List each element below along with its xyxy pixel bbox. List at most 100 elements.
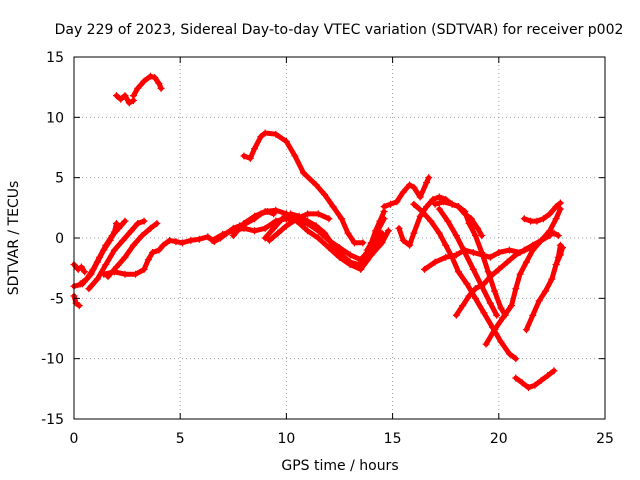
data-point	[363, 256, 371, 264]
data-point	[304, 227, 312, 235]
data-point	[125, 99, 133, 107]
data-point	[251, 145, 259, 153]
series-arc-r	[410, 200, 520, 363]
series-line	[77, 218, 128, 287]
data-point	[146, 224, 154, 232]
data-point	[75, 302, 83, 310]
series-line	[436, 206, 500, 318]
y-tick-label: 15	[46, 50, 64, 66]
series-arc-y	[520, 199, 564, 225]
data-point	[338, 251, 346, 259]
data-point	[251, 227, 259, 235]
data-point	[522, 258, 530, 266]
data-point	[117, 95, 125, 103]
data-point	[314, 210, 322, 218]
data-point	[431, 258, 439, 266]
data-point	[151, 74, 159, 82]
data-point	[491, 287, 499, 295]
series-line	[71, 262, 88, 275]
data-point	[393, 198, 401, 206]
data-point	[499, 314, 507, 322]
series-arc-n	[240, 129, 367, 247]
data-point	[525, 384, 533, 392]
data-point	[325, 215, 333, 223]
data-point	[418, 207, 426, 215]
data-point	[110, 246, 118, 254]
series-line	[241, 130, 366, 246]
data-point	[95, 253, 103, 261]
data-point	[140, 77, 148, 85]
data-point	[512, 355, 520, 363]
data-point	[399, 236, 407, 244]
data-point	[102, 261, 110, 269]
data-point	[512, 285, 520, 293]
data-point	[346, 258, 354, 266]
data-point	[134, 220, 142, 228]
data-point	[240, 220, 248, 228]
x-tick-label: 15	[384, 431, 402, 447]
data-point	[270, 224, 278, 232]
data-point	[115, 224, 123, 232]
data-point	[429, 195, 437, 203]
data-point	[251, 212, 259, 220]
series-arc-aa	[512, 367, 558, 392]
data-point	[83, 275, 91, 283]
data-point	[153, 220, 161, 228]
data-point	[425, 174, 433, 182]
data-point	[314, 234, 322, 242]
series-arc-h	[112, 92, 137, 107]
data-point	[416, 212, 424, 220]
data-point	[240, 152, 248, 160]
data-point	[537, 376, 545, 384]
data-point	[435, 193, 443, 201]
data-point	[350, 239, 358, 247]
data-point	[378, 229, 386, 237]
data-point	[480, 280, 488, 288]
series-arc-p	[380, 174, 433, 211]
data-point	[505, 246, 513, 254]
data-point	[325, 244, 333, 252]
data-point	[138, 232, 146, 240]
data-point	[121, 253, 129, 261]
data-point	[376, 217, 384, 225]
data-point	[112, 220, 120, 228]
data-point	[556, 205, 564, 213]
series-arc-l	[261, 210, 386, 269]
data-point	[478, 232, 486, 240]
data-point	[491, 326, 499, 334]
data-point	[444, 217, 452, 225]
data-point	[102, 241, 110, 249]
data-point	[121, 270, 129, 278]
data-point	[384, 227, 392, 235]
data-point	[469, 248, 477, 256]
data-point	[272, 130, 280, 138]
data-point	[508, 302, 516, 310]
data-point	[550, 229, 558, 237]
data-point	[454, 268, 462, 276]
data-point	[344, 229, 352, 237]
data-point	[406, 181, 414, 189]
data-point	[346, 251, 354, 259]
data-point	[166, 236, 174, 244]
data-point	[522, 326, 530, 334]
data-point	[261, 224, 269, 232]
series-arc-e	[85, 217, 148, 293]
data-point	[159, 241, 167, 249]
data-point	[129, 92, 137, 100]
data-point	[516, 270, 524, 278]
data-point	[272, 206, 280, 214]
x-tick-label: 25	[596, 431, 614, 447]
data-point	[478, 248, 486, 256]
data-point	[546, 210, 554, 218]
x-tick-label: 5	[176, 431, 185, 447]
data-point	[291, 152, 299, 160]
data-point	[219, 230, 227, 238]
data-point	[261, 234, 269, 242]
series-arc-i	[129, 72, 165, 100]
data-point	[518, 379, 526, 387]
data-point	[416, 193, 424, 201]
data-point	[187, 236, 195, 244]
data-point	[471, 294, 479, 302]
data-point	[410, 183, 418, 191]
series-arc-w	[482, 205, 564, 348]
